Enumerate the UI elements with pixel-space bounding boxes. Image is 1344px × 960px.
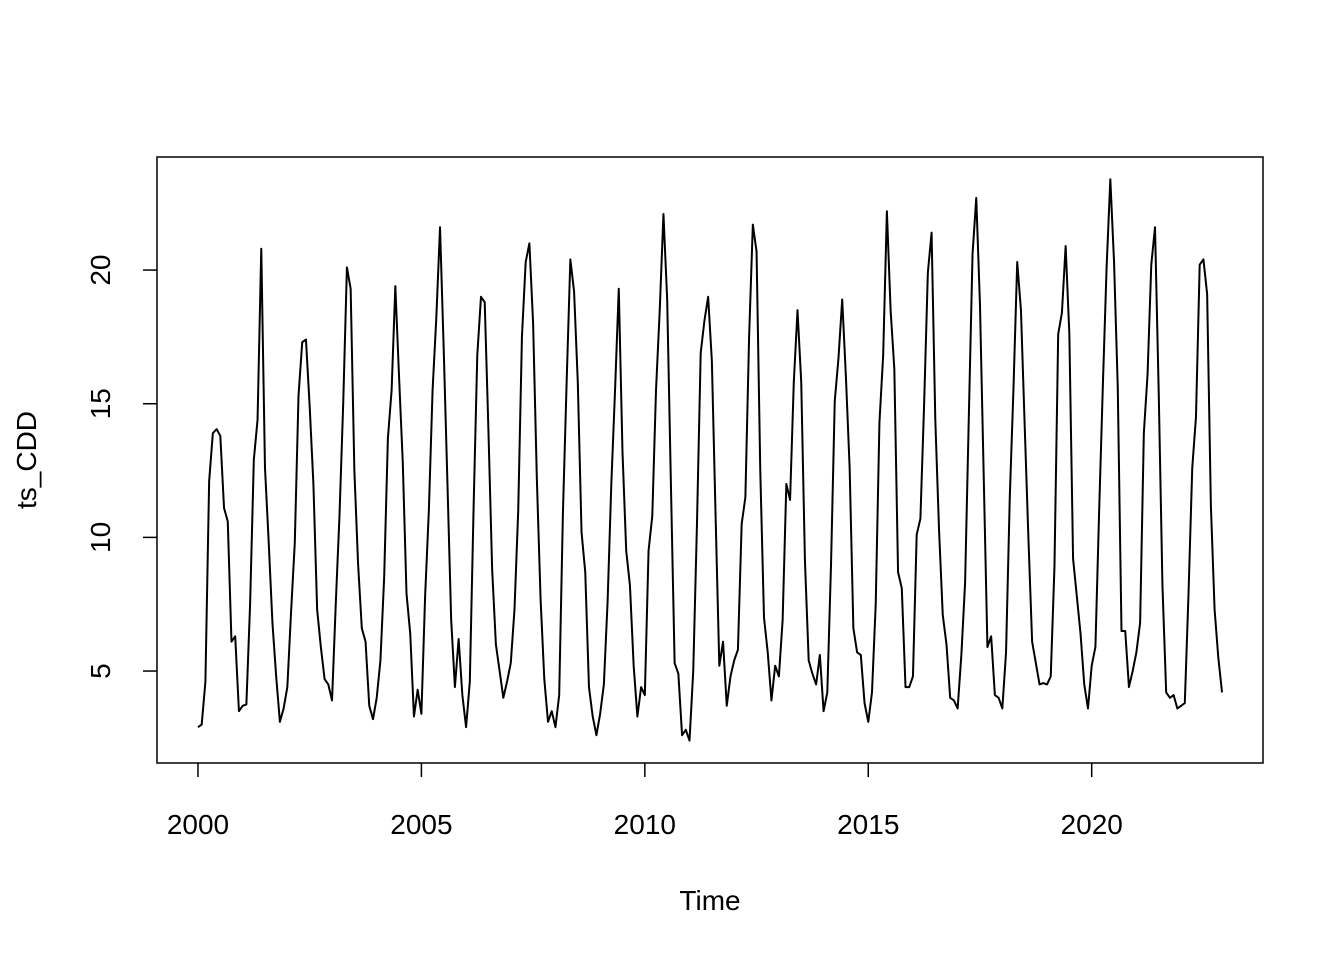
x-tick-label: 2000 <box>167 809 229 840</box>
y-axis-label: ts_CDD <box>11 411 42 509</box>
x-tick-label: 2010 <box>614 809 676 840</box>
y-tick-label: 20 <box>85 254 116 285</box>
x-tick-label: 2005 <box>390 809 452 840</box>
plot-box <box>156 156 1264 764</box>
series-line <box>197 178 1224 742</box>
x-tick-label: 2020 <box>1061 809 1123 840</box>
y-tick-label: 15 <box>85 388 116 419</box>
x-axis-label: Time <box>679 885 740 916</box>
x-tick-label: 2015 <box>837 809 899 840</box>
y-tick-label: 10 <box>85 522 116 553</box>
y-tick-label: 5 <box>85 663 116 679</box>
